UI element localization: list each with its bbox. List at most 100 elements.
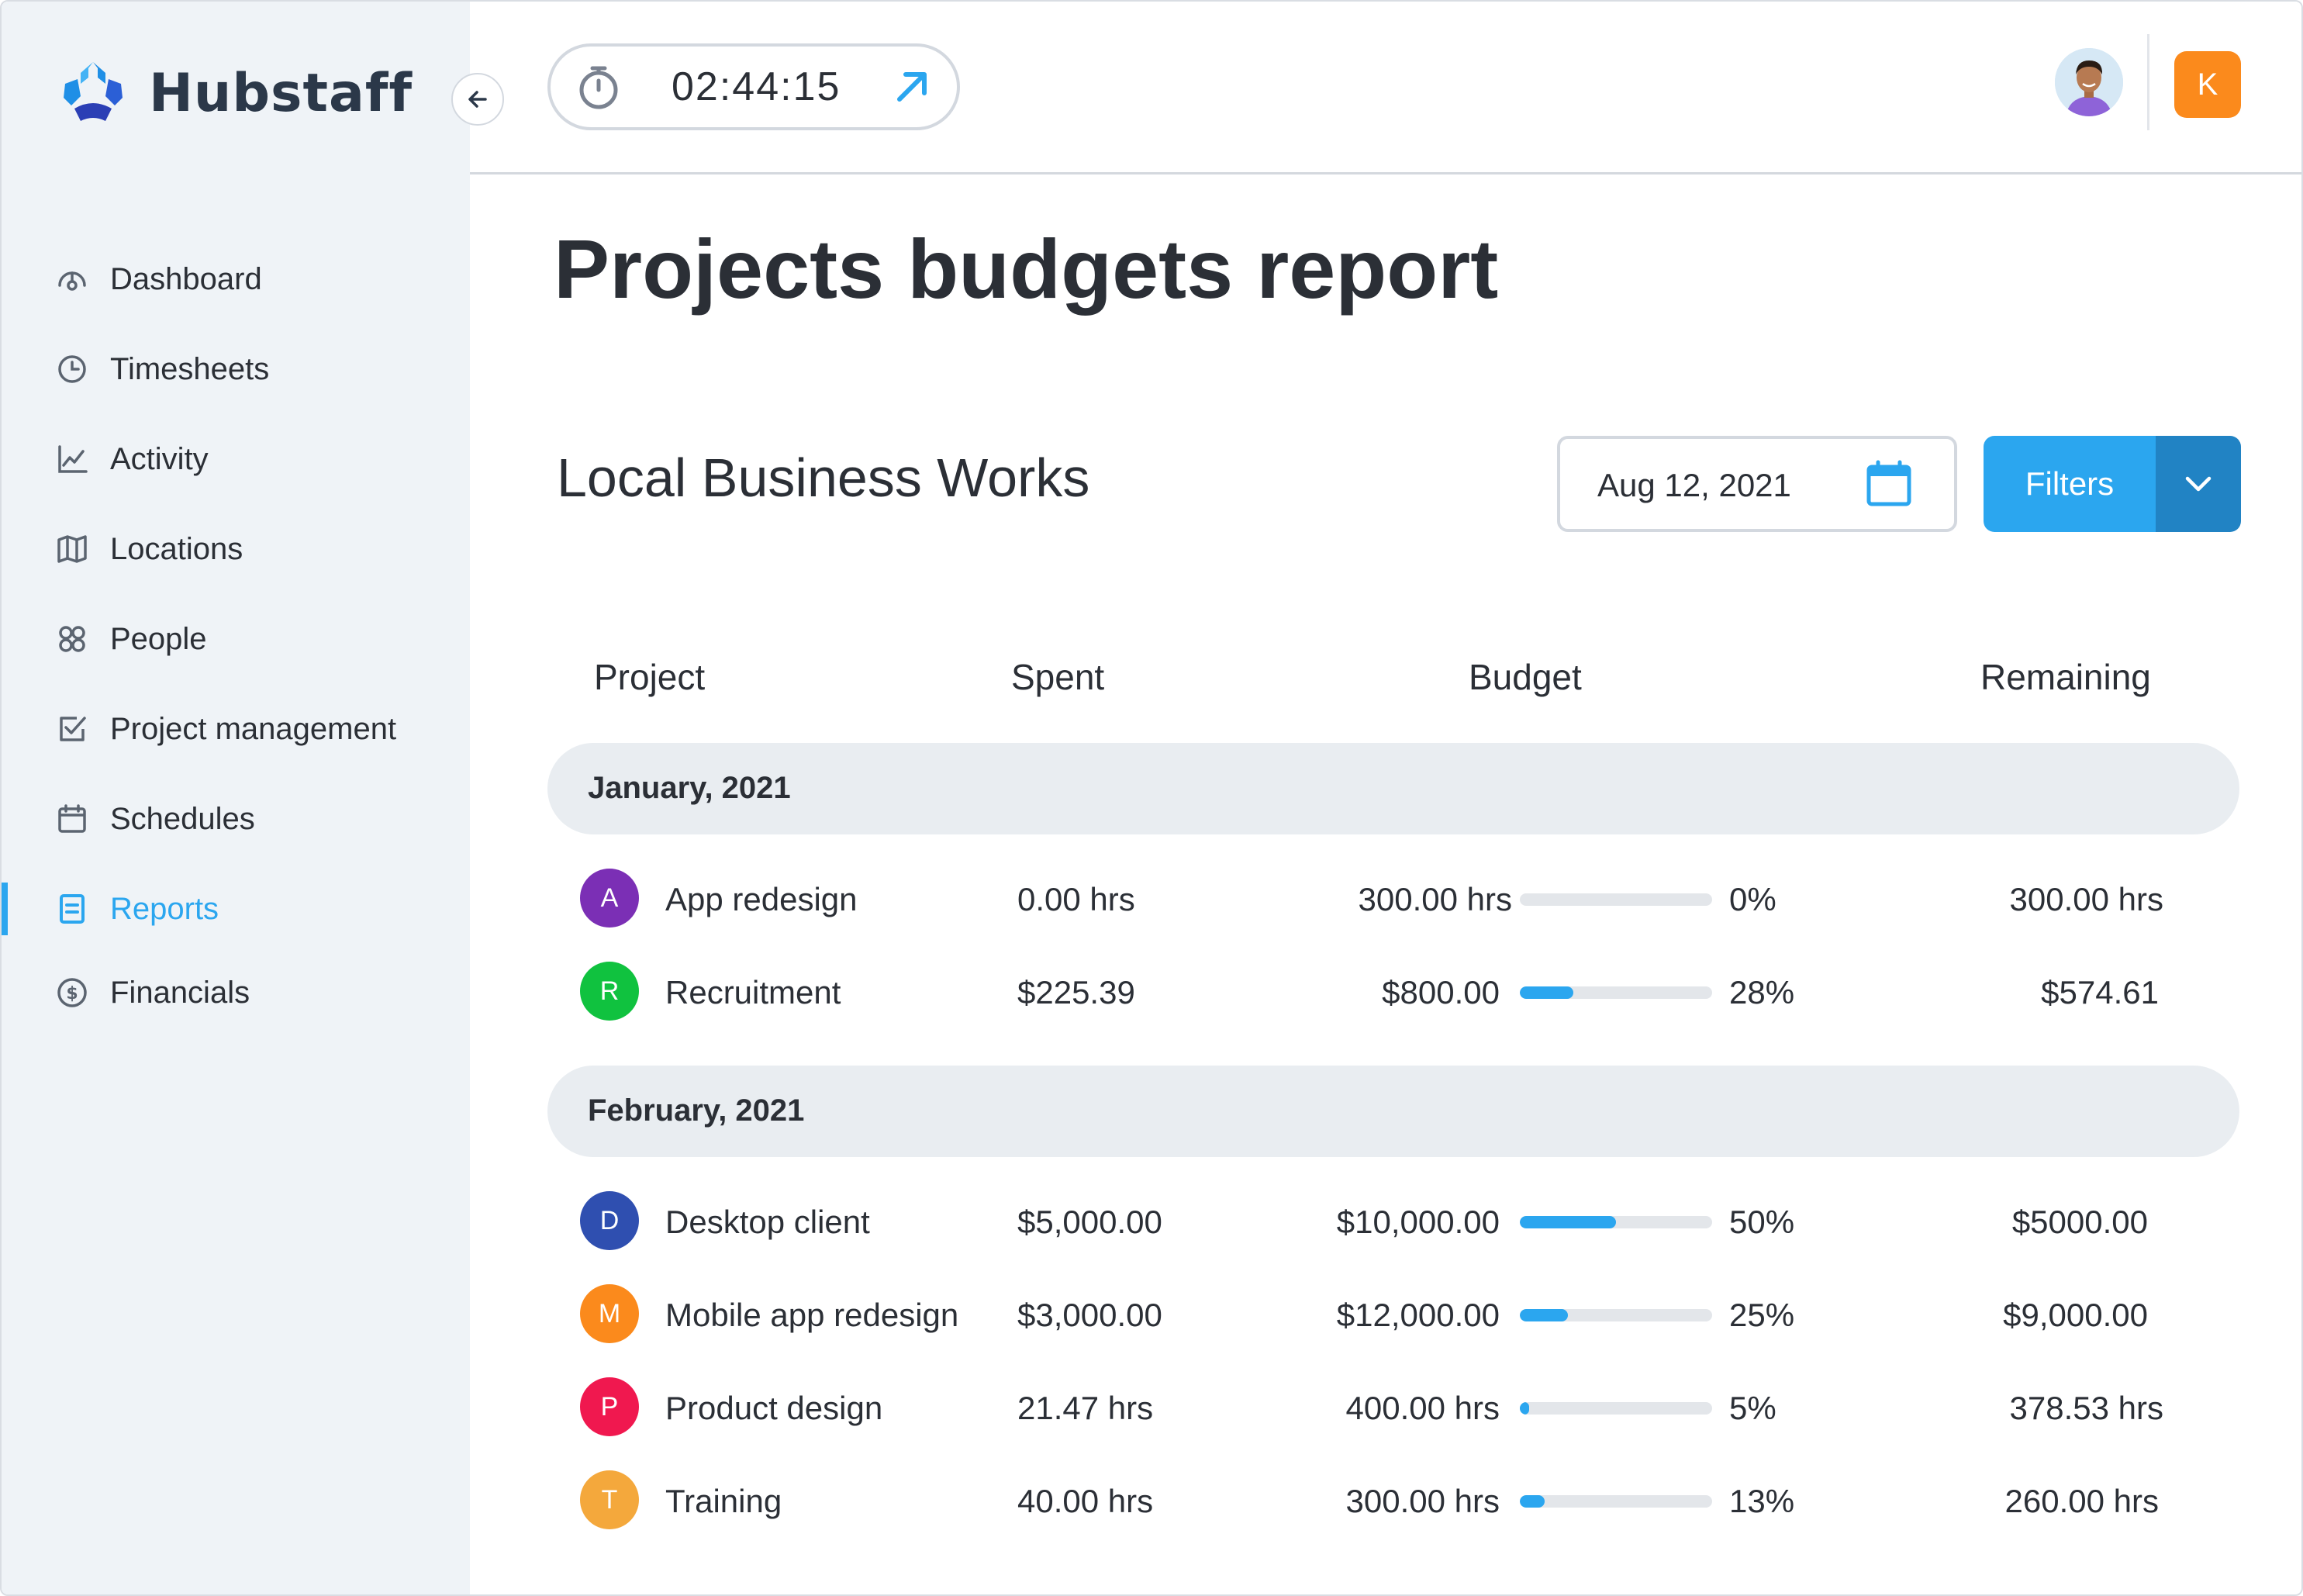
remaining-value: $5000.00 [2011, 1204, 2148, 1240]
budget-progress-bar [1520, 1309, 1712, 1321]
percent-value: 28% [1729, 974, 1795, 1010]
project-avatar: R [580, 962, 639, 1021]
calendar-icon [1866, 460, 1911, 506]
column-header-project[interactable]: Project [594, 657, 706, 697]
table-row[interactable]: P Product design 21.47 hrs 400.00 hrs 5%… [2, 1360, 2301, 1453]
brand-logo[interactable]: Hubstaff [57, 57, 413, 129]
svg-text:$: $ [66, 984, 78, 1004]
sidebar: Hubstaff Dashboard Timesheets Activity [2, 2, 470, 1594]
budget-value: $10,000.00 [1336, 1204, 1500, 1240]
stopwatch-icon [579, 66, 618, 109]
spent-value: 21.47 hrs [1017, 1390, 1154, 1426]
brand-name: Hubstaff [149, 62, 413, 124]
percent-value: 25% [1729, 1297, 1795, 1333]
avatar[interactable] [2055, 48, 2123, 116]
sidebar-nav: Dashboard Timesheets Activity Locations [2, 234, 470, 1031]
sidebar-item-label: Schedules [110, 801, 255, 836]
spent-value: $225.39 [1017, 974, 1135, 1010]
sidebar-item-activity[interactable]: Activity [2, 414, 470, 504]
table-row[interactable]: T Training 40.00 hrs 300.00 hrs 13% 260.… [2, 1453, 2301, 1546]
sidebar-item-people[interactable]: People [2, 594, 470, 684]
remaining-value: $574.61 [2041, 974, 2159, 1010]
budget-value: 400.00 hrs [1345, 1390, 1500, 1426]
table-row[interactable]: M Mobile app redesign $3,000.00 $12,000.… [2, 1267, 2301, 1360]
timer-value: 02:44:15 [672, 64, 841, 109]
budget-progress-bar [1520, 986, 1712, 999]
activity-chart-icon [54, 441, 90, 477]
organization-badge[interactable]: K [2174, 51, 2241, 118]
project-name[interactable]: Desktop client [665, 1204, 870, 1240]
budget-progress-bar [1520, 1495, 1712, 1508]
remaining-value: 378.53 hrs [2009, 1390, 2163, 1426]
project-avatar: D [580, 1191, 639, 1250]
filters-button-group: Filters [1984, 436, 2241, 532]
project-name[interactable]: Mobile app redesign [665, 1297, 959, 1333]
filters-dropdown-toggle[interactable] [2156, 436, 2241, 532]
project-name[interactable]: Recruitment [665, 974, 841, 1010]
sidebar-item-reports[interactable]: Reports [2, 864, 470, 954]
budget-value: $12,000.00 [1336, 1297, 1500, 1333]
sidebar-item-financials[interactable]: $ Financials [2, 954, 470, 1031]
people-icon [54, 621, 90, 657]
time-tracker[interactable]: 02:44:15 [547, 43, 960, 130]
page-title: Projects budgets report [554, 222, 1499, 316]
group-header: January, 2021 [547, 743, 2239, 834]
column-header-budget[interactable]: Budget [1469, 657, 1582, 697]
percent-value: 0% [1729, 881, 1776, 917]
project-avatar: A [580, 869, 639, 928]
table-row[interactable]: A App redesign 0.00 hrs 300.00 hrs 0% 30… [2, 852, 2301, 945]
progress-fill [1520, 1309, 1568, 1321]
top-bar: 02:44:15 K [470, 2, 2301, 174]
header-divider [2147, 34, 2149, 130]
sidebar-item-label: Financials [110, 975, 250, 1010]
spent-value: 40.00 hrs [1017, 1483, 1154, 1519]
group-header: February, 2021 [547, 1066, 2239, 1157]
dollar-icon: $ [54, 975, 90, 1010]
sidebar-item-dashboard[interactable]: Dashboard [2, 234, 470, 324]
spent-value: $5,000.00 [1017, 1204, 1162, 1240]
sidebar-item-timesheets[interactable]: Timesheets [2, 324, 470, 414]
hubstaff-logo-icon [64, 62, 123, 121]
sidebar-item-locations[interactable]: Locations [2, 504, 470, 594]
progress-fill [1520, 1402, 1530, 1415]
clock-icon [54, 351, 90, 387]
column-header-spent[interactable]: Spent [1011, 657, 1105, 697]
project-name[interactable]: Training [665, 1483, 782, 1519]
arrow-left-icon [468, 91, 487, 108]
map-icon [54, 531, 90, 567]
sidebar-item-label: Locations [110, 531, 243, 566]
table-row[interactable]: D Desktop client $5,000.00 $10,000.00 50… [2, 1174, 2301, 1267]
project-name[interactable]: App redesign [665, 881, 858, 917]
sidebar-item-label: People [110, 621, 207, 656]
progress-fill [1520, 1216, 1616, 1228]
sidebar-item-project-management[interactable]: Project management [2, 684, 470, 774]
sidebar-item-label: Dashboard [110, 261, 262, 296]
date-picker[interactable]: Aug 12, 2021 [1557, 436, 1957, 532]
budget-progress-bar [1520, 1402, 1712, 1415]
spent-value: $3,000.00 [1017, 1297, 1162, 1333]
open-timer-arrow-icon[interactable] [890, 65, 934, 109]
chevron-down-icon [2185, 476, 2212, 492]
calendar-icon [54, 801, 90, 837]
remaining-value: 260.00 hrs [2004, 1483, 2159, 1519]
filters-button[interactable]: Filters [1984, 436, 2156, 532]
dashboard-icon [54, 261, 90, 297]
table-row[interactable]: R Recruitment $225.39 $800.00 28% $574.6… [2, 945, 2301, 1038]
percent-value: 5% [1729, 1390, 1776, 1426]
project-name[interactable]: Product design [665, 1390, 883, 1426]
sidebar-item-schedules[interactable]: Schedules [2, 774, 470, 864]
remaining-value: 300.00 hrs [2009, 881, 2163, 917]
group-label: February, 2021 [588, 1093, 805, 1128]
sidebar-item-label: Reports [110, 891, 219, 926]
user-photo-icon [2055, 48, 2123, 116]
sidebar-item-label: Timesheets [110, 351, 270, 386]
organization-name: Local Business Works [557, 447, 1090, 508]
sidebar-item-label: Project management [110, 711, 397, 746]
column-header-remaining[interactable]: Remaining [1980, 657, 2151, 697]
budget-value: 300.00 hrs [1345, 1483, 1500, 1519]
collapse-sidebar-button[interactable] [451, 73, 504, 126]
progress-fill [1520, 986, 1574, 999]
progress-fill [1520, 1495, 1545, 1508]
budget-progress-bar [1520, 893, 1712, 906]
